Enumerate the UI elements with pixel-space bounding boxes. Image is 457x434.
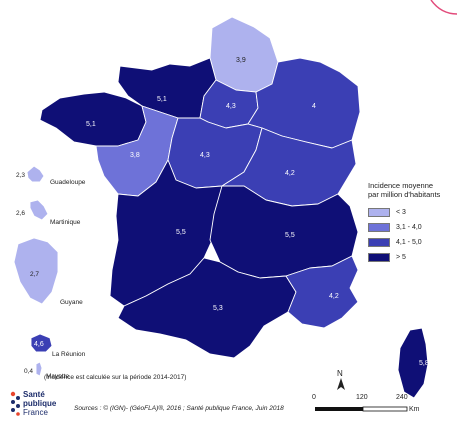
value-mayotte: 0,4 [24, 368, 33, 375]
sources-text: Sources : © (IGN)- (GéoFLA)®, 2016 ; San… [74, 405, 284, 412]
legend-label: 3,1 - 4,0 [396, 224, 422, 231]
logo-text-line2: publique [23, 399, 57, 408]
value-la-reunion: 4,6 [34, 341, 44, 348]
overseas-guyane [13, 237, 59, 305]
legend-label: > 5 [396, 254, 406, 261]
label-grand-est: 4 [312, 103, 316, 110]
label-nouvelle-aquitaine: 5,5 [176, 229, 186, 236]
logo-text-line1: Santé [23, 390, 45, 399]
legend-item: > 5 [368, 252, 406, 263]
label-provence-alpes-cote-dazur: 4,2 [329, 293, 339, 300]
label-corse: 5,8 [419, 360, 429, 367]
label-bretagne: 5,1 [86, 121, 96, 128]
legend-item: 3,1 - 4,0 [368, 222, 422, 233]
region-corse [397, 327, 429, 399]
logo-dots-icon [10, 391, 20, 416]
label-hauts-de-france: 3,9 [236, 57, 246, 64]
name-guadeloupe: Guadeloupe [50, 179, 86, 186]
legend-title: Incidence moyenne par million d'habitant… [368, 181, 457, 199]
north-arrow-icon: N [337, 369, 345, 390]
scale-tick-240: 240 [396, 394, 408, 401]
legend-label: < 3 [396, 209, 406, 216]
region-bretagne [39, 91, 147, 147]
sante-publique-logo: Santé publique France [10, 390, 70, 426]
name-guyane: Guyane [60, 299, 83, 306]
north-arrow: N [334, 368, 348, 392]
scale-unit: Km [409, 406, 420, 413]
scale-bar: 0 120 240 Km [312, 394, 432, 418]
overseas-martinique [29, 199, 49, 221]
legend-label: 4,1 - 5,0 [396, 239, 422, 246]
name-martinique: Martinique [50, 219, 81, 226]
value-guyane: 2,7 [30, 271, 39, 278]
region-hauts-de-france [209, 16, 279, 93]
legend-swatch [368, 253, 390, 262]
name-mayotte: Mayotte [46, 373, 70, 380]
label-occitanie: 5,3 [213, 305, 223, 312]
label-pays-de-la-loire: 3,8 [130, 152, 140, 159]
label-auvergne-rhone-alpes: 5,5 [285, 232, 295, 239]
legend-swatch [368, 238, 390, 247]
legend-swatch [368, 208, 390, 217]
region-provence-alpes-cote-dazur [285, 255, 359, 329]
label-centre-val-de-loire: 4,3 [200, 152, 210, 159]
north-label: N [337, 369, 343, 378]
label-bourgogne-franche-comte: 4,2 [285, 170, 295, 177]
footnote: (Incidence est calculée sur la période 2… [44, 374, 187, 381]
logo-text-line3: France [23, 408, 48, 417]
label-ile-de-france: 4,3 [226, 103, 236, 110]
legend-item: 4,1 - 5,0 [368, 237, 422, 248]
corner-decoration [430, 0, 457, 15]
value-martinique: 2,6 [16, 210, 25, 217]
overseas-guadeloupe [26, 165, 45, 183]
overseas-mayotte [35, 361, 43, 377]
label-normandie: 5,1 [157, 96, 167, 103]
value-guadeloupe: 2,3 [16, 172, 25, 179]
legend-item: < 3 [368, 207, 406, 218]
scale-bar-graphic [315, 406, 408, 412]
legend-swatch [368, 223, 390, 232]
scale-tick-0: 0 [312, 394, 316, 401]
name-la-reunion: La Réunion [52, 351, 86, 358]
legend-title-text: Incidence moyenne par million d'habitant… [368, 181, 441, 199]
scale-tick-120: 120 [356, 394, 368, 401]
overseas-la-reunion [30, 333, 53, 353]
